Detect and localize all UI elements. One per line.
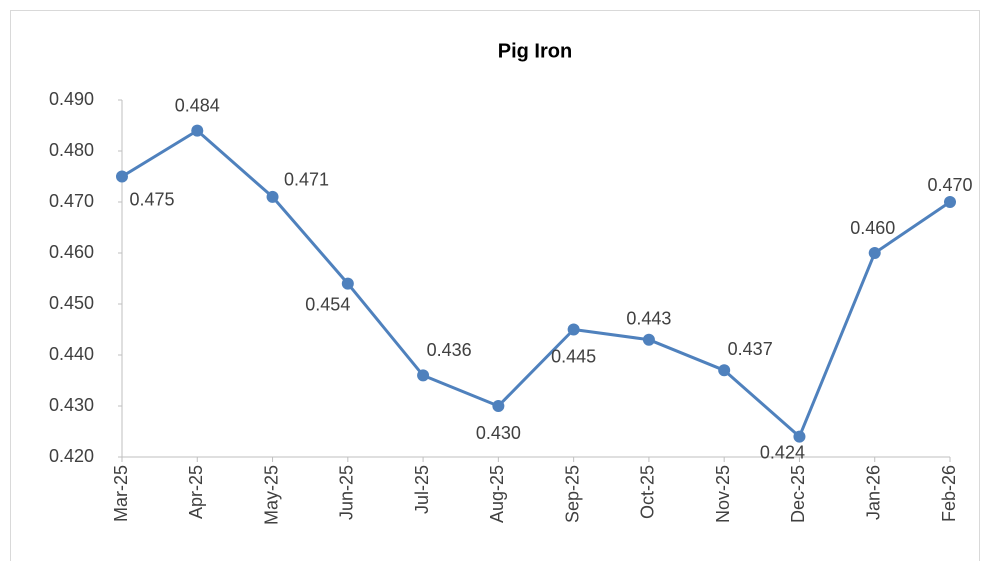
data-label: 0.445 [551, 346, 596, 366]
y-tick-label: 0.430 [49, 395, 94, 415]
data-point [718, 364, 731, 377]
data-point [944, 196, 956, 208]
x-tick-label: Apr-25 [186, 465, 206, 519]
data-label: 0.475 [129, 189, 174, 209]
x-tick-label: Jun-25 [337, 465, 357, 520]
x-tick-label: Jul-25 [412, 465, 432, 514]
y-tick-label: 0.490 [49, 89, 94, 109]
data-point [567, 323, 580, 336]
x-tick-label: May-25 [261, 465, 281, 525]
data-label: 0.460 [850, 218, 895, 238]
data-point [266, 190, 279, 203]
data-label: 0.443 [626, 308, 671, 328]
y-tick-label: 0.440 [49, 344, 94, 364]
data-label: 0.424 [760, 442, 805, 462]
x-tick-label: Feb-26 [939, 465, 959, 522]
data-label: 0.484 [175, 95, 220, 115]
data-point [116, 170, 128, 183]
x-tick-label: Nov-25 [713, 465, 733, 523]
y-tick-label: 0.450 [49, 293, 94, 313]
data-line [121, 129, 951, 439]
data-label: 0.454 [305, 294, 350, 314]
x-tick-label: Aug-25 [487, 465, 507, 523]
x-tick-label: Oct-25 [638, 465, 658, 519]
data-point [868, 247, 881, 259]
data-label: 0.437 [728, 339, 773, 359]
y-tick-label: 0.480 [49, 140, 94, 160]
data-point [793, 430, 806, 443]
x-tick-label: Sep-25 [562, 465, 582, 523]
y-tick-label: 0.420 [49, 446, 94, 466]
data-label: 0.470 [927, 175, 972, 195]
data-point [492, 400, 505, 412]
chart-frame [10, 10, 980, 561]
data-label: 0.471 [284, 170, 329, 190]
chart-title: Pig Iron [498, 40, 572, 62]
data-label: 0.436 [427, 340, 472, 360]
data-label: 0.430 [476, 423, 521, 443]
x-tick-label: Jan-26 [863, 465, 883, 520]
data-point [417, 369, 430, 382]
data-point [642, 333, 655, 346]
y-tick-label: 0.470 [49, 191, 94, 211]
x-tick-label: Dec-25 [788, 465, 808, 523]
y-tick-label: 0.460 [49, 242, 94, 262]
data-point [191, 124, 204, 137]
x-tick-label: Mar-25 [111, 465, 131, 522]
data-point [341, 277, 354, 290]
